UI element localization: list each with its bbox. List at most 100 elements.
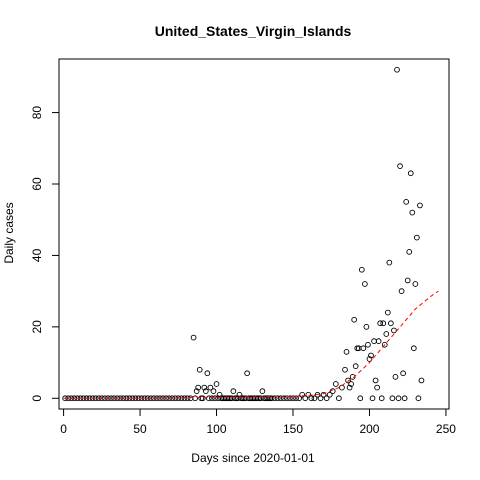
data-point (296, 395, 302, 402)
data-point (244, 370, 250, 377)
data-point (314, 391, 321, 398)
data-point (213, 381, 220, 387)
data-point (365, 341, 371, 348)
data-point (375, 338, 382, 344)
plot-frame (58, 58, 450, 410)
data-point (377, 320, 384, 327)
x-tick-label: 250 (436, 422, 456, 436)
data-point (346, 384, 353, 391)
x-tick-label: 100 (207, 422, 227, 436)
data-point (274, 395, 281, 402)
data-point (178, 395, 185, 402)
data-point (389, 395, 396, 402)
data-point (400, 370, 406, 377)
data-point (196, 366, 203, 373)
data-point (199, 395, 206, 402)
data-point (212, 395, 218, 402)
data-point (351, 316, 358, 323)
data-point (287, 395, 293, 402)
data-point (83, 395, 90, 402)
data-point (374, 384, 380, 391)
data-point (371, 338, 377, 344)
data-point (401, 395, 408, 402)
y-tick-label: 60 (30, 177, 44, 191)
x-axis-label: Days since 2020-01-01 (191, 451, 315, 465)
data-point (384, 309, 391, 316)
data-point (394, 66, 400, 73)
data-point (352, 363, 359, 369)
data-point (357, 395, 364, 402)
data-point (172, 395, 179, 402)
data-point (342, 366, 348, 373)
data-point (280, 395, 287, 402)
data-point (290, 395, 296, 402)
data-point (181, 395, 188, 402)
data-point (407, 170, 414, 177)
y-tick-label: 0 (30, 395, 44, 402)
data-point (284, 395, 290, 402)
data-point (206, 395, 212, 402)
data-point (195, 384, 202, 391)
data-point (193, 388, 200, 394)
data-point (391, 327, 397, 334)
data-point (398, 288, 405, 294)
data-point (372, 377, 379, 384)
y-tick-label: 80 (30, 106, 44, 120)
data-point (332, 381, 339, 387)
data-point (417, 202, 423, 209)
data-point (204, 370, 211, 377)
data-point (406, 249, 413, 255)
data-point (154, 395, 160, 402)
data-point (268, 395, 275, 402)
data-point (380, 320, 387, 327)
y-axis: 0 20 40 60 80 (30, 106, 60, 402)
data-point (259, 388, 266, 394)
data-point (392, 374, 399, 380)
data-point (418, 377, 425, 384)
chart-title: United_States_Virgin_Islands (155, 23, 352, 39)
data-point (317, 395, 324, 402)
data-point (184, 395, 191, 402)
data-point (105, 395, 111, 402)
data-point (366, 356, 373, 362)
data-point (404, 277, 411, 284)
data-point (368, 352, 374, 359)
x-tick-label: 150 (283, 422, 303, 436)
data-point (132, 395, 139, 402)
data-point (410, 345, 417, 352)
data-point (230, 388, 237, 394)
data-point (336, 395, 342, 402)
x-axis: 0 50 100 150 200 250 (60, 408, 456, 436)
data-point (397, 163, 403, 169)
data-point (320, 391, 327, 398)
x-tick-label: 0 (60, 422, 67, 436)
data-point (360, 345, 367, 352)
data-point (299, 391, 306, 398)
data-point (414, 234, 420, 241)
data-point (412, 281, 419, 287)
data-point (187, 395, 194, 402)
data-point (209, 395, 215, 402)
y-axis-label: Daily cases (2, 202, 16, 263)
y-tick-label: 40 (30, 248, 44, 262)
data-point (363, 324, 370, 330)
data-point (386, 259, 393, 266)
data-point (381, 341, 388, 348)
data-point (190, 334, 197, 341)
data-point (207, 384, 214, 391)
data-point (202, 388, 209, 394)
data-point (271, 395, 278, 402)
data-point (201, 384, 208, 391)
data-point (378, 395, 385, 402)
data-point (415, 395, 422, 402)
data-point (403, 199, 410, 205)
data-point (277, 395, 284, 402)
data-point (311, 395, 318, 402)
data-point (345, 377, 351, 384)
data-point (192, 395, 198, 402)
data-points (62, 66, 425, 402)
data-point (349, 374, 356, 380)
y-tick-label: 20 (30, 320, 44, 334)
data-point (323, 395, 330, 402)
